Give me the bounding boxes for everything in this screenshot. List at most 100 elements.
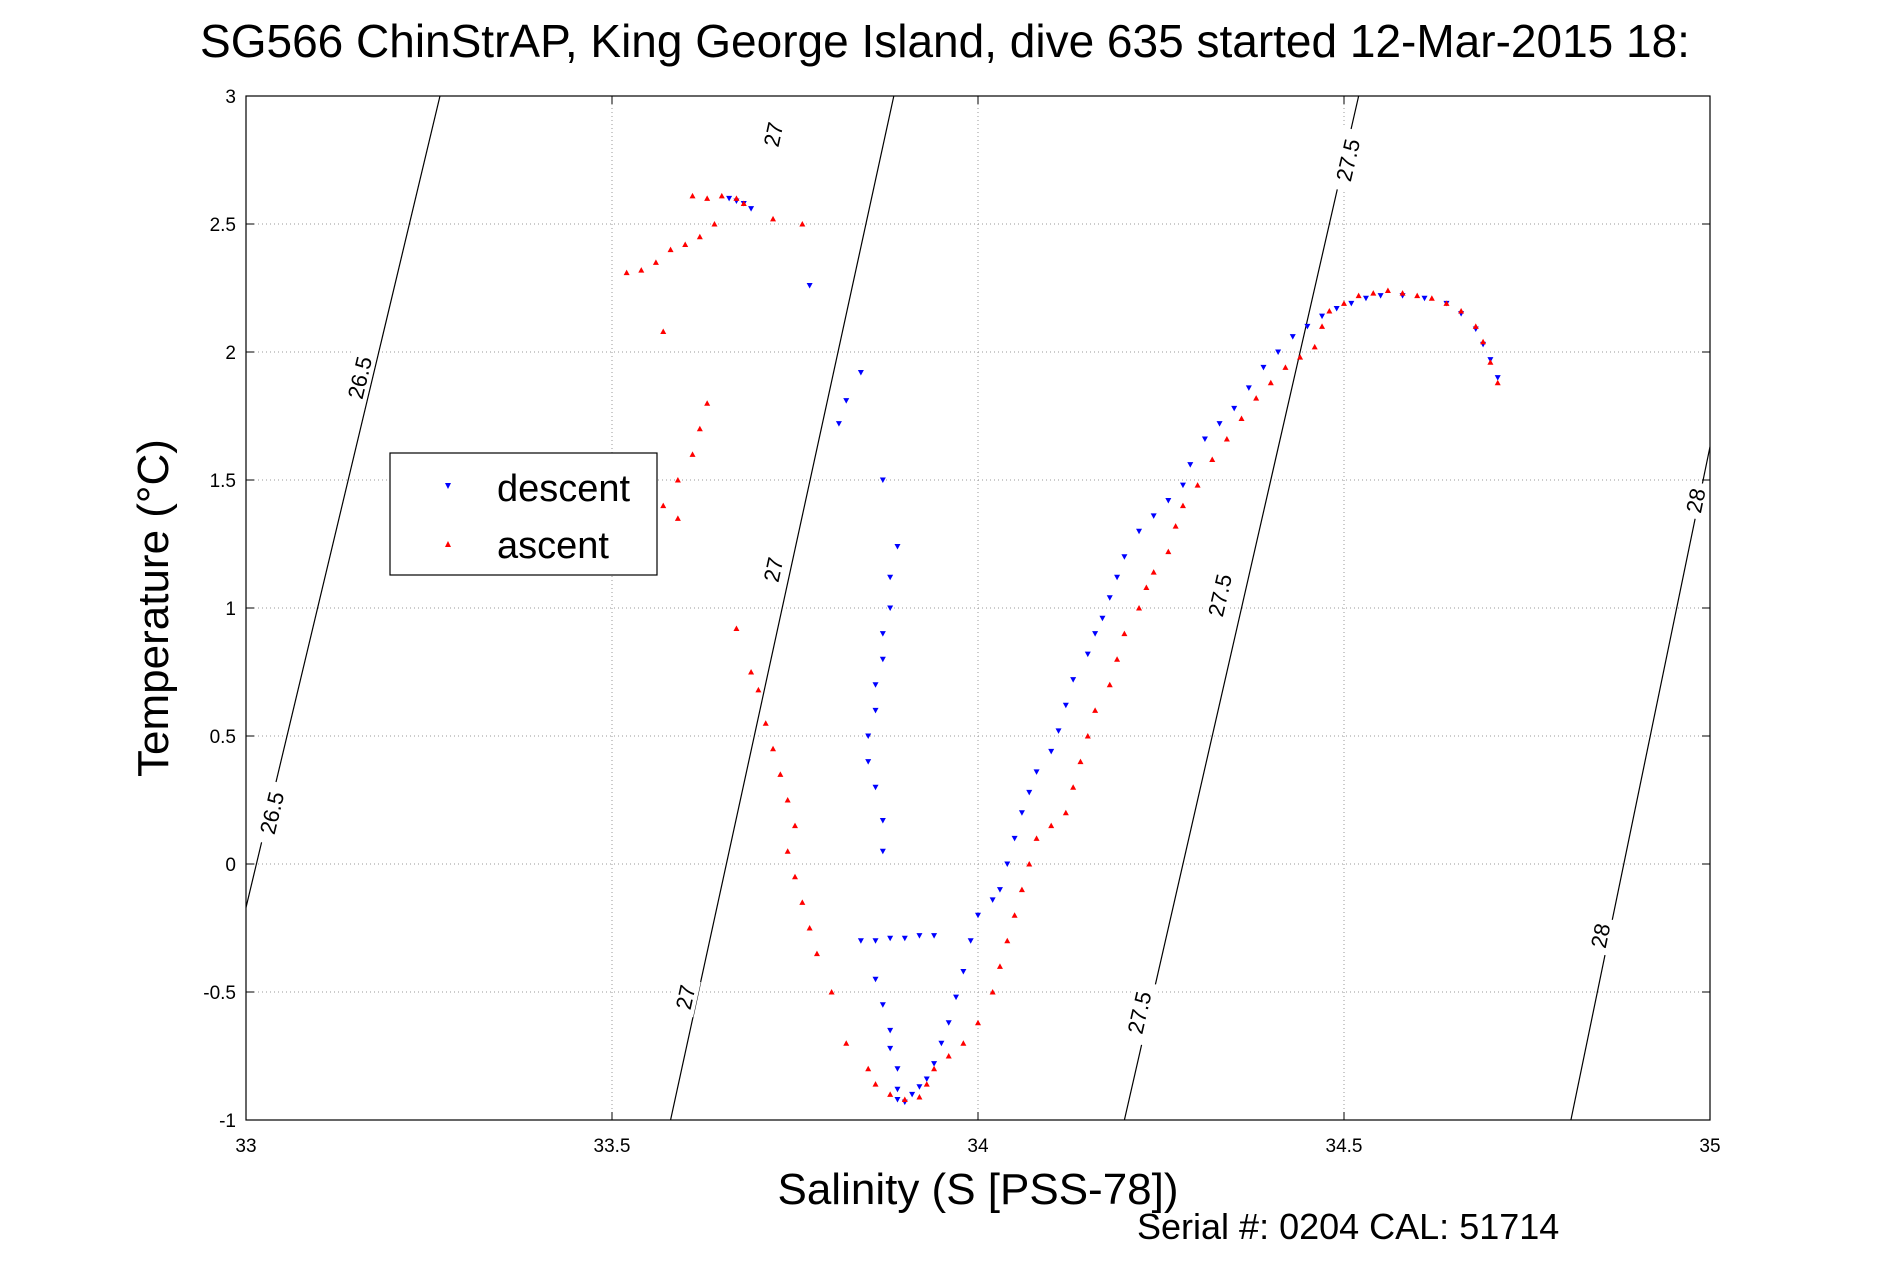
descent-point: [916, 933, 923, 939]
contour-line: [1570, 446, 1711, 1121]
ascent-point: [762, 720, 769, 726]
contour-label-text: 28: [1586, 921, 1615, 950]
contour-label: 28: [1679, 480, 1711, 521]
legend-descent-label: descent: [497, 468, 631, 510]
descent-point: [1348, 300, 1355, 307]
y-tick-label: 0.5: [210, 727, 236, 748]
ascent-point: [770, 745, 777, 752]
ascent-point: [1370, 290, 1377, 296]
ascent-point: [916, 1093, 923, 1100]
axis-ticks: 33 33.5 34 34.5 35 -1 -0.5 0 0.5 1 1.5 2 2.5 3: [203, 87, 1720, 1157]
ascent-point: [887, 1091, 894, 1097]
ascent-point: [1070, 784, 1077, 790]
descent-point: [1114, 574, 1121, 581]
descent-point: [923, 1076, 930, 1083]
ascent-point: [1480, 338, 1487, 345]
legend-box: [389, 452, 658, 576]
ascent-point: [1223, 436, 1230, 442]
descent-point: [726, 195, 733, 202]
ascent-point: [806, 925, 813, 931]
descent-point: [1018, 810, 1025, 816]
descent-point: [1333, 305, 1340, 312]
ascent-point: [1297, 354, 1304, 360]
y-tick-label: 1.5: [210, 471, 236, 492]
ascent-point: [1121, 630, 1128, 637]
contour-label-text: 27: [759, 555, 789, 584]
descent-point: [938, 1040, 945, 1047]
descent-point: [1055, 728, 1062, 734]
y-tick-label: 3: [225, 87, 236, 108]
ascent-point: [1011, 912, 1018, 918]
ascent-point: [1143, 584, 1150, 591]
ascent-point: [1165, 548, 1172, 555]
descent-point: [1201, 436, 1208, 443]
descent-point: [1231, 405, 1238, 412]
descent-point: [894, 544, 901, 550]
descent-point: [1136, 528, 1143, 535]
ascent-point: [755, 686, 762, 693]
contour-label-text: 28: [1681, 486, 1710, 515]
ascent-point: [1033, 835, 1040, 841]
contour-label-bg: [1584, 915, 1616, 956]
ascent-point: [1238, 415, 1245, 422]
contour-label-bg: [1329, 127, 1367, 193]
x-tick-label: 33.5: [594, 1136, 631, 1157]
descent-point: [872, 707, 879, 714]
descent-point: [960, 969, 967, 975]
contour-label-bg: [1200, 562, 1239, 629]
ascent-point: [704, 400, 711, 406]
ascent-point: [660, 328, 667, 335]
descent-point: [1304, 323, 1311, 330]
ascent-point: [682, 241, 689, 247]
ascent-point: [689, 451, 696, 457]
ascent-point: [1114, 656, 1121, 662]
descent-point: [931, 1061, 938, 1067]
descent-point: [1319, 313, 1326, 320]
y-tick-label: -0.5: [203, 983, 236, 1004]
ascent-point: [1004, 937, 1011, 944]
ascent-point: [1048, 822, 1055, 829]
ascent-point: [872, 1081, 879, 1087]
y-tick-label: 2: [225, 343, 236, 364]
descent-point: [1004, 861, 1011, 867]
serial-calibration-info: Serial #: 0204 CAL: 51714: [1137, 1206, 1559, 1247]
descent-point: [1026, 789, 1033, 796]
ascent-point: [799, 221, 806, 227]
ascent-point: [1062, 809, 1069, 816]
legend-ascent-marker: [445, 541, 451, 547]
ascent-point: [1253, 395, 1260, 401]
ascent-point: [784, 797, 791, 803]
contour-label-bg: [669, 976, 701, 1018]
descent-point: [916, 1084, 923, 1090]
descent-point: [1179, 482, 1186, 489]
ascent-point: [923, 1081, 930, 1087]
ascent-point: [733, 195, 740, 201]
ascent-point: [865, 1065, 872, 1072]
descent-point: [953, 994, 960, 1001]
ascent-point: [777, 771, 784, 777]
descent-point: [857, 938, 864, 944]
contour-line: [669, 95, 895, 1121]
descent-point: [1099, 615, 1106, 622]
ascent-point: [945, 1053, 952, 1059]
ascent-point: [1487, 359, 1494, 365]
descent-point: [843, 398, 850, 404]
descent-point: [879, 1002, 886, 1008]
descent-point: [1106, 595, 1113, 601]
ascent-point: [689, 192, 696, 199]
ascent-point: [667, 246, 674, 253]
descent-point: [901, 935, 908, 942]
descent-point: [887, 605, 894, 611]
x-tick-label: 35: [1699, 1136, 1720, 1157]
ascent-point: [696, 425, 703, 432]
descent-point: [894, 1097, 901, 1103]
ascent-point: [1172, 523, 1179, 529]
descent-point: [879, 477, 886, 483]
legend-ascent-label: ascent: [497, 525, 609, 567]
legend: descent ascent: [389, 452, 658, 576]
descent-point: [1275, 349, 1282, 355]
ascent-point: [674, 477, 681, 483]
descent-point: [835, 421, 842, 427]
contour-label-bg: [252, 779, 291, 846]
